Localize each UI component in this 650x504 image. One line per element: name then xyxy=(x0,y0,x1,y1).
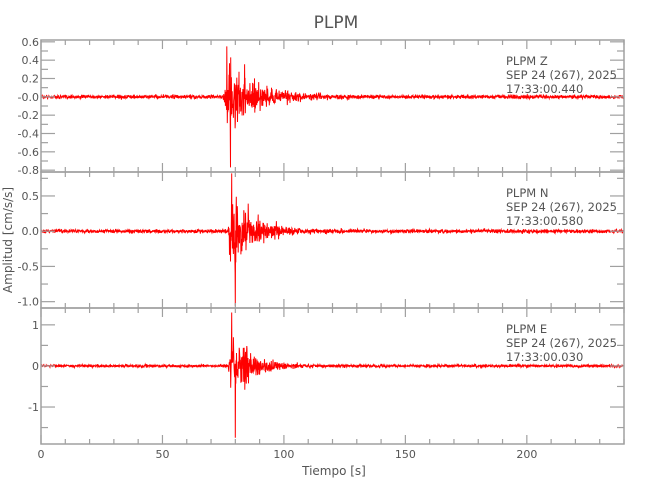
date-label: SEP 24 (267), 2025 xyxy=(506,200,617,214)
station-component-label: PLPM Z xyxy=(506,54,548,68)
y-tick-label: -0.4 xyxy=(18,128,39,141)
y-tick-label: 0 xyxy=(32,360,39,373)
y-tick-label: 0.0 xyxy=(22,225,40,238)
y-tick-label: -0.5 xyxy=(18,260,39,273)
station-component-label: PLPM N xyxy=(506,186,548,200)
time-label: 17:33:00.030 xyxy=(506,350,583,364)
y-tick-label: 1 xyxy=(32,319,39,332)
chart-title: PLPM xyxy=(314,13,359,33)
y-tick-label: 0.5 xyxy=(22,190,40,203)
trace-line-e xyxy=(40,312,625,438)
x-tick-label: 200 xyxy=(516,448,537,461)
date-label: SEP 24 (267), 2025 xyxy=(506,68,617,82)
y-tick-label: -0.0 xyxy=(18,91,39,104)
trace-line-z xyxy=(40,46,625,168)
date-label: SEP 24 (267), 2025 xyxy=(506,336,617,350)
y-tick-label: 0.6 xyxy=(22,36,40,49)
y-tick-label: -1.0 xyxy=(18,296,39,309)
y-axis-label: Amplitud [cm/s/s] xyxy=(1,187,15,293)
trace-line-n xyxy=(40,173,625,306)
y-tick-label: -0.2 xyxy=(18,109,39,122)
y-tick-label: -1 xyxy=(28,401,39,414)
time-label: 17:33:00.440 xyxy=(506,82,583,96)
y-tick-label: -0.8 xyxy=(18,164,39,177)
x-tick-label: 150 xyxy=(395,448,416,461)
y-tick-label: 0.2 xyxy=(22,73,40,86)
y-tick-label: -0.6 xyxy=(18,146,39,159)
x-tick-label: 0 xyxy=(38,448,45,461)
x-tick-label: 50 xyxy=(155,448,169,461)
time-label: 17:33:00.580 xyxy=(506,214,583,228)
x-tick-label: 100 xyxy=(273,448,294,461)
y-tick-label: 0.4 xyxy=(22,54,40,67)
x-axis-label: Tiempo [s] xyxy=(301,464,366,478)
station-component-label: PLPM E xyxy=(506,322,547,336)
